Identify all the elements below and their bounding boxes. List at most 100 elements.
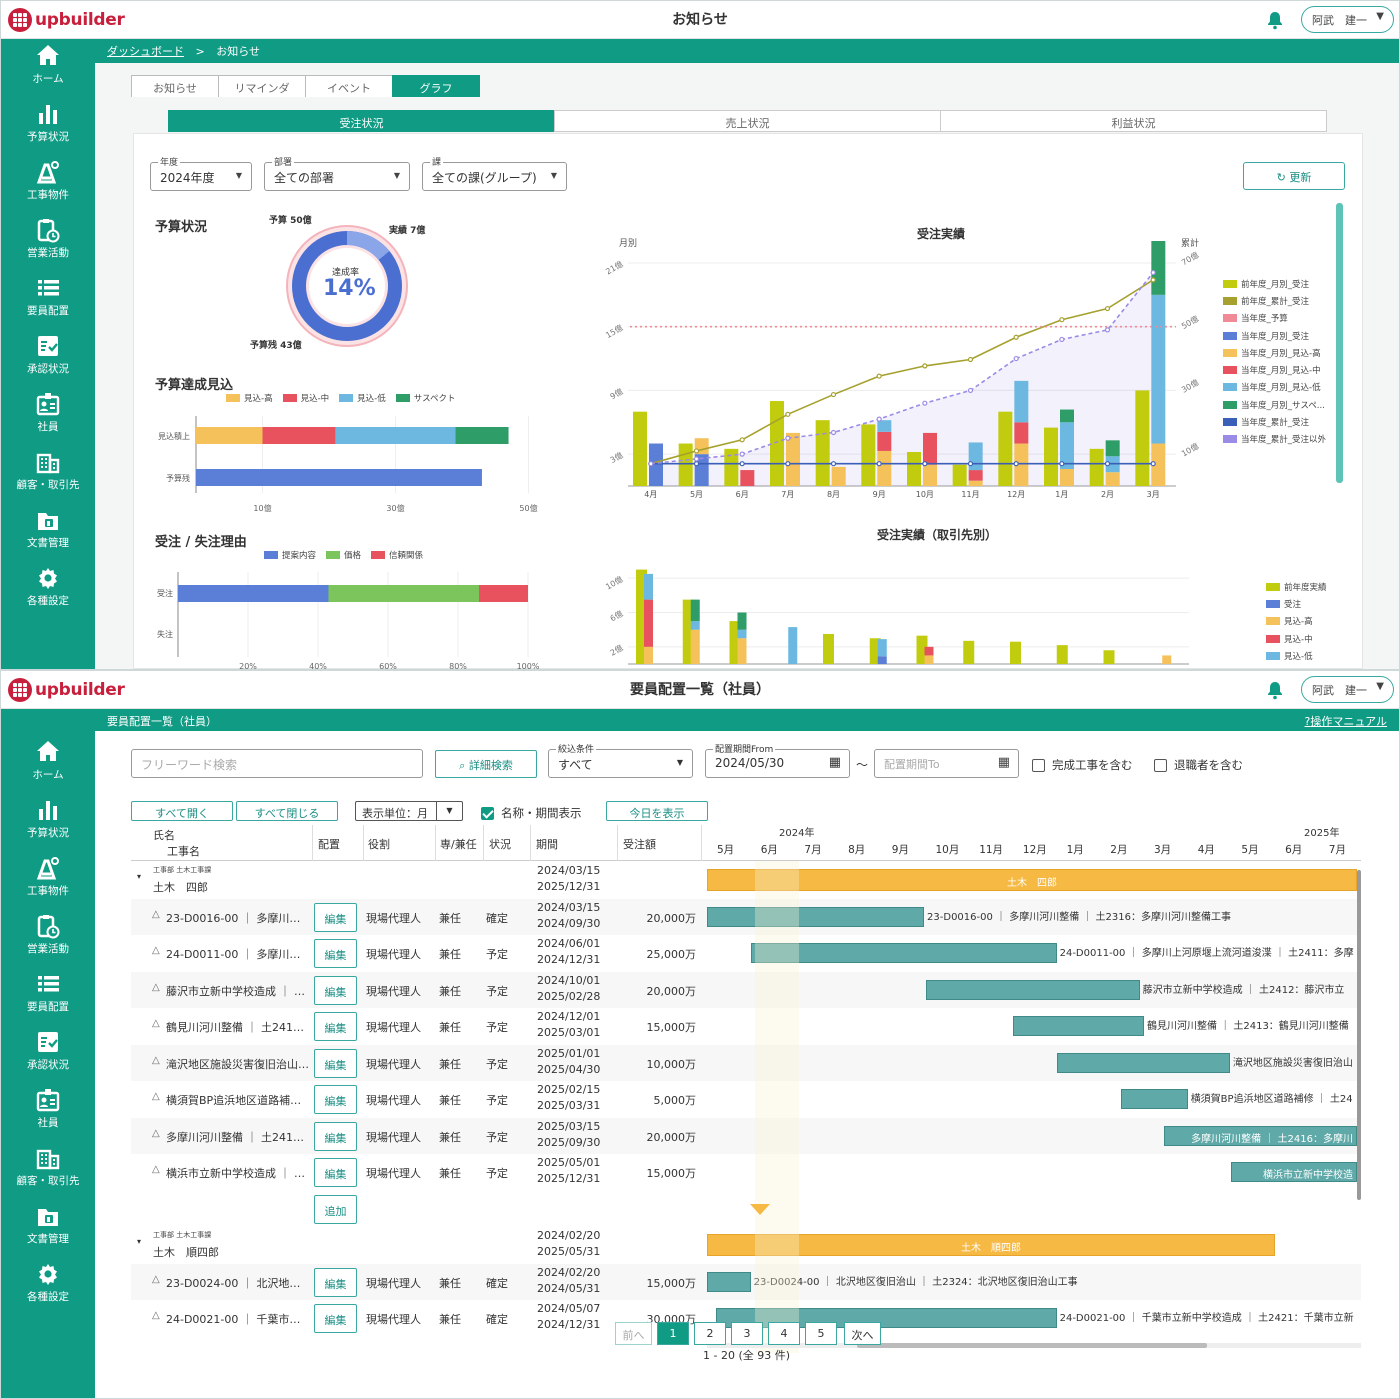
assignment-gantt-bar[interactable] [1231, 1162, 1357, 1182]
display-unit-select[interactable]: 表示単位：月 ▼ [355, 801, 463, 821]
breadcrumb-dashboard-link[interactable]: ダッシュボード [107, 45, 184, 58]
next-page-button[interactable]: 次へ [844, 1322, 881, 1345]
grid-vertical-scrollbar[interactable] [1357, 870, 1361, 1200]
year-select[interactable]: 年度 2024年度 ▼ [150, 155, 252, 191]
grid-horizontal-scrollbar-track[interactable] [707, 1343, 1361, 1348]
edit-button[interactable]: 編集 [314, 1012, 357, 1041]
sidebar-item-9[interactable]: 各種設定 [1, 565, 95, 608]
refresh-button[interactable]: ↻ 更新 [1243, 162, 1345, 190]
app-logo-2[interactable]: upbuilder [8, 678, 125, 702]
assignment-row[interactable]: △ 24-D0021-00 ｜ 千葉市… 編集 現場代理人 兼任 確定 2024/05/07… [131, 1300, 1361, 1337]
expand-toggle-icon[interactable]: ▾ [137, 872, 142, 881]
include-retired-box[interactable] [1154, 758, 1167, 772]
subtab-profit[interactable]: 利益状況 [940, 110, 1327, 132]
sidebar-item-3[interactable]: 営業活動 [1, 913, 95, 956]
search-input[interactable]: フリーワード検索 [131, 749, 423, 778]
department-select[interactable]: 部署 全ての部署 ▼ [264, 155, 410, 191]
assignment-gantt-bar[interactable] [715, 1308, 1057, 1328]
sidebar-item-2[interactable]: 工事物件 [1, 855, 95, 898]
assignment-gantt-bar[interactable] [1164, 1125, 1357, 1146]
assignment-gantt-bar[interactable] [1120, 1089, 1188, 1109]
page-button-3[interactable]: 3 [731, 1322, 763, 1345]
edit-button[interactable]: 編集 [314, 1304, 357, 1333]
sidebar-item-2[interactable]: 工事物件 [1, 159, 95, 202]
collapse-all-button[interactable]: すべて閉じる [236, 801, 338, 821]
sidebar-item-7[interactable]: 顧客・取引先 [1, 1145, 95, 1188]
sidebar-item-0[interactable]: ホーム [1, 739, 95, 782]
project-name[interactable]: 鶴見川河川整備 ｜ 土241… [166, 1021, 304, 1034]
page-button-1[interactable]: 1 [657, 1322, 689, 1345]
grid-horizontal-scrollbar[interactable] [857, 1343, 1207, 1348]
person-row[interactable]: ▾ 工事部 土木工事課 土木 順四郎 2024/02/20 2025/05/31 土木 順… [131, 1227, 1361, 1264]
project-name[interactable]: 横浜市立新中学校造成 ｜ … [166, 1167, 305, 1180]
project-name[interactable]: 藤沢市立新中学校造成 ｜ … [166, 984, 305, 998]
period-from-input[interactable]: 配置期間From 2024/05/30 ▦ [705, 742, 850, 778]
person-row[interactable]: ▾ 工事部 土木工事課 土木 四郎 2024/03/15 2025/12/31 土木 四郎 [131, 862, 1361, 899]
assignment-gantt-bar[interactable] [1056, 1052, 1230, 1073]
edit-button[interactable]: 編集 [314, 1158, 357, 1187]
edit-button[interactable]: 編集 [314, 1048, 357, 1078]
assignment-row[interactable]: △ 横浜市立新中学校造成 ｜ … 編集 現場代理人 兼任 予定 2025/05/01 2025… [131, 1154, 1361, 1191]
edit-button[interactable]: 編集 [314, 975, 357, 1005]
filter-condition-select[interactable]: 絞込条件 すべて ▼ [548, 742, 693, 778]
project-name[interactable]: 滝沢地区施設災害復旧治山… [166, 1057, 309, 1071]
sidebar-item-4[interactable]: 要員配置 [1, 971, 95, 1014]
edit-button[interactable]: 編集 [314, 902, 357, 932]
user-menu-button[interactable]: 阿武 建一 ▼ [1301, 6, 1394, 33]
app-logo[interactable]: upbuilder [8, 8, 125, 32]
assignment-gantt-bar[interactable] [750, 943, 1057, 963]
section-select[interactable]: 課全ての課(グループ) ▼ [422, 155, 567, 191]
show-name-period-checkbox[interactable]: 名称・期間表示 [481, 805, 582, 821]
calendar-icon[interactable]: ▦ [997, 755, 1010, 770]
expand-all-button[interactable]: すべて開く [131, 801, 233, 821]
assignment-gantt-bar[interactable] [1012, 1016, 1144, 1036]
assignment-row[interactable]: △ 滝沢地区施設災害復旧治山… 編集 現場代理人 兼任 予定 2025/01/01 2025/… [131, 1044, 1361, 1081]
edit-button[interactable]: 編集 [314, 1085, 357, 1114]
sidebar-item-0[interactable]: ホーム [1, 43, 95, 86]
bell-icon[interactable] [1265, 10, 1285, 30]
page-button-4[interactable]: 4 [768, 1322, 800, 1345]
include-retired-checkbox[interactable]: 退職者を含む [1154, 757, 1243, 773]
page-button-5[interactable]: 5 [805, 1322, 837, 1345]
sidebar-item-8[interactable]: 文書管理 [1, 1203, 95, 1246]
tab-event[interactable]: イベント [305, 75, 393, 97]
project-name[interactable]: 多摩川河川整備 ｜ 土241… [166, 1130, 304, 1144]
sidebar-item-9[interactable]: 各種設定 [1, 1261, 95, 1304]
show-today-button[interactable]: 今日を表示 [606, 801, 708, 821]
assignment-row[interactable]: △ 藤沢市立新中学校造成 ｜ … 編集 現場代理人 兼任 予定 2024/10/01 2025… [131, 971, 1361, 1008]
project-name[interactable]: 23-D0016-00 ｜ 多摩川… [166, 911, 301, 925]
subtab-sales[interactable]: 売上状況 [554, 110, 941, 132]
assignment-gantt-bar[interactable] [707, 906, 925, 927]
person-gantt-bar[interactable]: 土木 順四郎 [707, 1234, 1276, 1256]
expand-toggle-icon[interactable]: ▾ [137, 1237, 142, 1246]
sidebar-item-1[interactable]: 予算状況 [1, 101, 95, 144]
project-name[interactable]: 24-D0021-00 ｜ 千葉市… [166, 1313, 301, 1326]
sidebar-item-7[interactable]: 顧客・取引先 [1, 449, 95, 492]
assignment-row[interactable]: △ 鶴見川河川整備 ｜ 土241… 編集 現場代理人 兼任 予定 2024/12/01 202… [131, 1008, 1361, 1045]
sidebar-item-4[interactable]: 要員配置 [1, 275, 95, 318]
show-name-period-box[interactable] [481, 806, 494, 820]
calendar-icon[interactable]: ▦ [828, 755, 841, 770]
add-button[interactable]: 追加 [314, 1194, 357, 1224]
page-button-2[interactable]: 2 [694, 1322, 726, 1345]
sidebar-item-5[interactable]: 承認状況 [1, 333, 95, 376]
sidebar-item-6[interactable]: 社員 [1, 1087, 95, 1130]
project-name[interactable]: 24-D0011-00 ｜ 多摩川… [166, 948, 301, 961]
assignment-gantt-bar[interactable] [707, 1271, 751, 1292]
assignment-row[interactable]: △ 24-D0011-00 ｜ 多摩川… 編集 現場代理人 兼任 予定 2024/06/01… [131, 935, 1361, 972]
subtab-orders[interactable]: 受注状況 [168, 110, 555, 132]
sidebar-item-3[interactable]: 営業活動 [1, 217, 95, 260]
edit-button[interactable]: 編集 [314, 939, 357, 968]
manual-link[interactable]: ?操作マニュアル [1304, 713, 1387, 729]
include-completed-box[interactable] [1032, 758, 1045, 772]
tab-notice[interactable]: お知らせ [131, 75, 219, 97]
sidebar-item-8[interactable]: 文書管理 [1, 507, 95, 550]
person-gantt-bar[interactable]: 土木 四郎 [707, 869, 1357, 891]
assignment-row[interactable]: △ 多摩川河川整備 ｜ 土241… 編集 現場代理人 兼任 予定 2025/03/15 202… [131, 1117, 1361, 1154]
prev-page-button[interactable]: 前へ [615, 1322, 652, 1345]
tab-graph[interactable]: グラフ [392, 75, 480, 97]
tab-reminder[interactable]: リマインダ [218, 75, 306, 97]
assignment-row[interactable]: △ 23-D0024-00 ｜ 北沢地… 編集 現場代理人 兼任 確定 2024/02/20… [131, 1263, 1361, 1300]
sidebar-item-1[interactable]: 予算状況 [1, 797, 95, 840]
assignment-row[interactable]: △ 23-D0016-00 ｜ 多摩川… 編集 現場代理人 兼任 確定 2024/03/15… [131, 898, 1361, 935]
